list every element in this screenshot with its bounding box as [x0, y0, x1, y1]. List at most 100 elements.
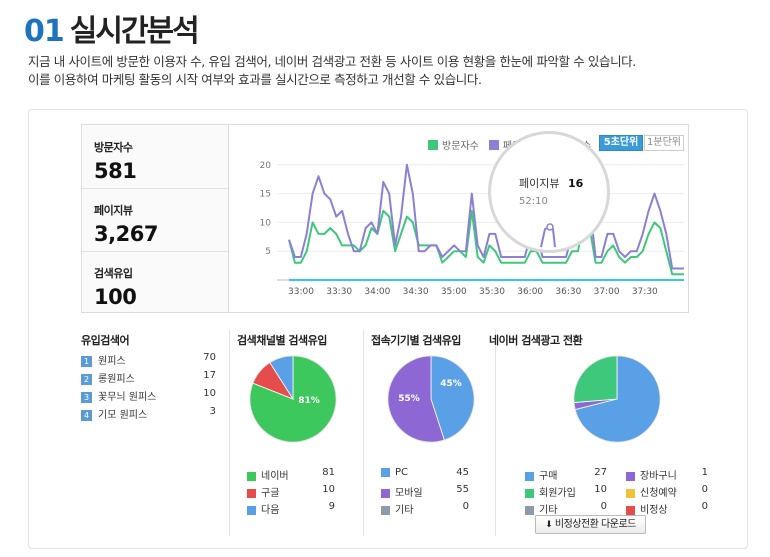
tooltip-point	[546, 223, 554, 231]
legend-row: 다음 9	[247, 501, 335, 516]
keyword-rank: 1	[81, 355, 92, 367]
legend-swatch	[626, 471, 635, 481]
keyword-text: 원피스	[98, 356, 126, 367]
legend-name: 장바구니	[640, 471, 677, 482]
series-line-1	[288, 209, 684, 276]
legend-value: 0	[701, 484, 708, 495]
legend-swatch	[247, 505, 256, 515]
x-tick-label: 33:00	[288, 287, 314, 297]
naver-ad-column: 네이버 검색광고 전환 구매 27 장바구니 1 회원가입 10 신청예약 0 기타 0 비정상 0	[489, 320, 708, 536]
section-description: 지금 내 사이트에 방문한 이용자 수, 유입 검색어, 네이버 검색광고 전환…	[28, 53, 636, 89]
legend-value: 10	[322, 484, 335, 495]
keyword-count: 70	[203, 352, 216, 363]
legend-row: 구글 10	[247, 484, 335, 499]
interval-1min-button[interactable]: 1분단위	[644, 135, 684, 151]
legend-row: 신청예약 0	[626, 484, 708, 499]
page-header: 01 실시간분석	[24, 6, 200, 50]
description-line-2: 이를 이용하여 마케팅 활동의 시작 여부와 효과를 실시간으로 측정하고 개선…	[28, 72, 482, 87]
x-tick-label: 35:00	[441, 287, 467, 297]
description-line-1: 지금 내 사이트에 방문한 이용자 수, 유입 검색어, 네이버 검색광고 전환…	[28, 54, 636, 69]
legend-row: 기타 0	[525, 501, 607, 516]
pie-slice	[269, 355, 294, 401]
keyword-count: 10	[203, 388, 216, 399]
keyword-count: 3	[209, 406, 216, 417]
interval-5sec-button[interactable]: 5초단위	[599, 135, 643, 151]
pie-percent-label: 45%	[440, 379, 462, 389]
stats-box: 방문자수 581 페이지뷰 3,267 검색유입 100	[81, 124, 229, 313]
y-tick-label: 20	[260, 161, 272, 171]
bottom-section: 유입검색어 1 원피스 70 2 롱원피스 17 3 꽃무늬 원피스 10 4 기모 원피스 3 검색…	[29, 320, 749, 550]
x-tick-label: 33:30	[326, 287, 352, 297]
stat-pageviews: 페이지뷰 3,267	[94, 202, 158, 246]
legend-value: 1	[701, 467, 708, 478]
legend-swatch	[525, 471, 534, 481]
x-tick-label: 36:00	[517, 287, 543, 297]
legend-row: 장바구니 1	[626, 467, 708, 482]
naver-ad-pie-chart	[573, 355, 661, 443]
keyword-row: 3 꽃무늬 원피스 10	[81, 388, 216, 403]
legend-swatch	[381, 467, 390, 477]
realtime-panel: 방문자수 581 페이지뷰 3,267 검색유입 100 방문자수페이지뷰전환수…	[28, 109, 748, 549]
legend-swatch	[247, 488, 256, 498]
keywords-title: 유입검색어	[81, 334, 130, 347]
x-tick-label: 34:30	[403, 287, 429, 297]
legend-value: 27	[594, 467, 607, 478]
abnormal-conversion-download-button[interactable]: ⬇ 비정상전환 다운로드	[535, 515, 646, 534]
x-tick-label: 37:00	[594, 287, 620, 297]
legend-row: 네이버 81	[247, 467, 335, 482]
x-tick-label: 34:00	[364, 287, 390, 297]
section-number: 01	[24, 14, 65, 49]
tooltip-magnifier	[491, 134, 607, 250]
legend-value: 9	[328, 501, 335, 512]
legend-swatch	[381, 505, 390, 515]
legend-value: 0	[462, 501, 469, 512]
legend-swatch	[381, 488, 390, 498]
download-button-label: 비정상전환 다운로드	[554, 519, 636, 530]
legend-name: 회원가입	[539, 488, 576, 499]
device-title: 접속기기별 검색유입	[371, 334, 461, 347]
legend-swatch	[626, 505, 635, 515]
legend-swatch	[247, 471, 256, 481]
x-tick-label: 35:30	[479, 287, 505, 297]
pie-slice	[573, 355, 618, 403]
legend-row: PC 45	[381, 467, 469, 478]
keyword-row: 1 원피스 70	[81, 352, 216, 367]
legend-row: 기타 0	[381, 501, 469, 516]
legend-name: 다음	[261, 505, 280, 516]
keyword-text: 기모 원피스	[98, 410, 148, 421]
stat-divider	[82, 188, 228, 189]
legend-value: 0	[701, 501, 708, 512]
download-icon: ⬇	[545, 520, 553, 530]
legend-name: PC	[395, 467, 409, 478]
legend-name: 구글	[261, 488, 280, 499]
tooltip-time: 52:10	[519, 196, 548, 207]
y-tick-label: 10	[260, 218, 272, 228]
keywords-column: 유입검색어 1 원피스 70 2 롱원피스 17 3 꽃무늬 원피스 10 4 기모 원피스 3	[81, 320, 221, 536]
legend-row: 모바일 55	[381, 484, 469, 499]
keyword-row: 2 롱원피스 17	[81, 370, 216, 385]
stat-search: 검색유입 100	[94, 265, 137, 309]
column-divider	[229, 330, 230, 536]
legend-name: 구매	[539, 471, 558, 482]
pie-percent-label: 81%	[298, 396, 320, 406]
stat-search-value: 100	[94, 285, 137, 309]
keyword-text: 꽃무늬 원피스	[98, 392, 157, 403]
legend-value: 81	[322, 467, 335, 478]
legend-swatch	[626, 488, 635, 498]
pie-slice	[249, 355, 337, 443]
legend-name: 모바일	[395, 488, 423, 499]
stat-divider	[82, 251, 228, 252]
column-divider	[363, 330, 364, 536]
y-tick-label: 15	[260, 190, 271, 200]
tooltip-label: 페이지뷰	[519, 177, 559, 190]
legend-pageviews-swatch	[488, 139, 499, 150]
keyword-text: 롱원피스	[98, 374, 135, 385]
keyword-rank: 3	[81, 391, 92, 403]
channel-pie-chart: 81%	[249, 355, 337, 443]
section-title: 실시간분석	[69, 14, 200, 49]
pie-slice	[574, 355, 661, 443]
legend-row: 구매 27	[525, 467, 607, 482]
stat-search-label: 검색유입	[94, 267, 133, 280]
device-pie-chart: 55% 45%	[387, 355, 475, 443]
keyword-rank: 4	[81, 409, 92, 421]
